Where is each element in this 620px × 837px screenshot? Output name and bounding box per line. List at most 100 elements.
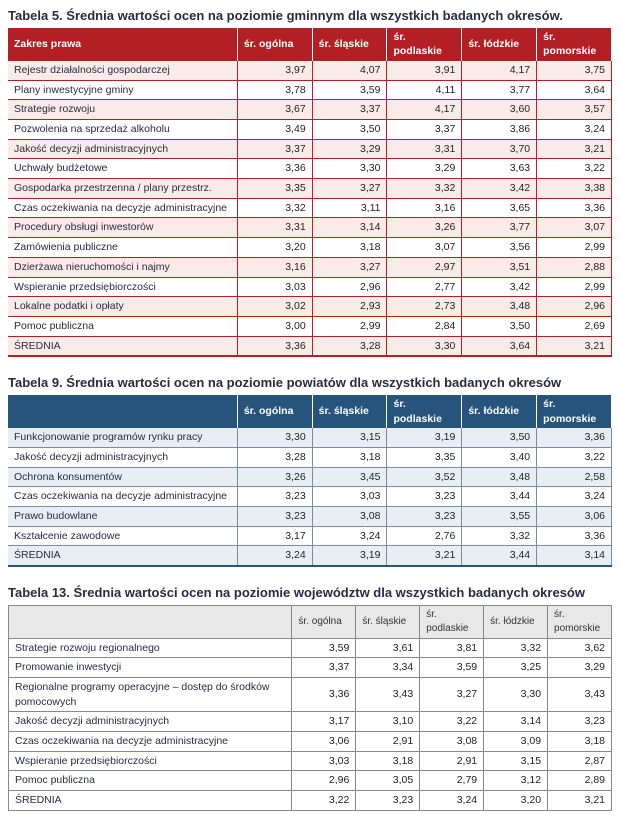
table13-cell: 3,59	[420, 658, 484, 678]
table9-row-label: ŚREDNIA	[8, 546, 237, 566]
table5-cell: 3,51	[462, 257, 537, 277]
table5-row-label: Zamówienia publiczne	[8, 238, 237, 258]
table9-cell: 3,26	[237, 467, 312, 487]
table9-cell: 3,36	[537, 526, 612, 546]
table9-cell: 3,28	[237, 447, 312, 467]
table5-cell: 3,20	[237, 238, 312, 258]
table9-cell: 2,58	[537, 467, 612, 487]
table9-row-label: Kształcenie zawodowe	[8, 526, 237, 546]
table5-cell: 3,16	[387, 198, 462, 218]
table5-row: Wspieranie przedsiębiorczości3,032,962,7…	[8, 277, 612, 297]
table5-cell: 3,42	[462, 179, 537, 199]
table5-row-label: Uchwały budżetowe	[8, 159, 237, 179]
table13-cell: 3,25	[484, 658, 548, 678]
table5-row-label: Rejestr działalności gospodarczej	[8, 61, 237, 80]
table5-row: Jakość decyzji administracyjnych3,373,29…	[8, 139, 612, 159]
table5-row: Rejestr działalności gospodarczej3,974,0…	[8, 61, 612, 80]
table9-block: Tabela 9. Średnia wartości ocen na pozio…	[8, 375, 612, 567]
table5-cell: 3,18	[312, 238, 387, 258]
table9-title: Tabela 9. Średnia wartości ocen na pozio…	[8, 375, 612, 391]
table5-cell: 3,21	[537, 336, 612, 356]
table9-cell: 3,03	[312, 487, 387, 507]
table5-cell: 2,69	[537, 316, 612, 336]
table9-row: Funkcjonowanie programów rynku pracy3,30…	[8, 428, 612, 447]
table13-cell: 3,32	[484, 638, 548, 658]
table5-row: Gospodarka przestrzenna / plany przestrz…	[8, 179, 612, 199]
table13-row-label: Regionalne programy operacyjne – dostęp …	[9, 678, 292, 712]
table13-cell: 2,79	[420, 771, 484, 791]
table5-cell: 3,78	[237, 80, 312, 100]
table5-cell: 3,32	[387, 179, 462, 199]
table9-cell: 3,23	[237, 507, 312, 527]
table5: Zakres prawaśr. ogólnaśr. śląskieśr. pod…	[8, 28, 612, 358]
table5-cell: 3,37	[237, 139, 312, 159]
table13-cell: 3,20	[484, 791, 548, 811]
table13-col-3: śr. podlaskie	[420, 605, 484, 638]
table5-cell: 3,16	[237, 257, 312, 277]
table5-cell: 2,99	[537, 277, 612, 297]
table13-cell: 3,43	[356, 678, 420, 712]
table5-row-label: ŚREDNIA	[8, 336, 237, 356]
table5-cell: 3,63	[462, 159, 537, 179]
table5-cell: 3,36	[237, 159, 312, 179]
table13-row: Strategie rozwoju regionalnego3,593,61 3,…	[9, 638, 612, 658]
table5-cell: 4,11	[387, 80, 462, 100]
table9-cell: 3,52	[387, 467, 462, 487]
table5-cell: 3,59	[312, 80, 387, 100]
table13-cell: 3,59	[292, 638, 356, 658]
table9-cell: 3,08	[312, 507, 387, 527]
table9-col-2: śr. śląskie	[312, 395, 387, 428]
table13-cell: 2,87	[548, 751, 612, 771]
table5-col-5: śr. pomorskie	[537, 28, 612, 61]
table9-cell: 3,23	[387, 487, 462, 507]
table5-col-4: śr. łódzkie	[462, 28, 537, 61]
table13-row: Promowanie inwestycji3,373,343,593,253,2…	[9, 658, 612, 678]
table9-cell: 3,24	[537, 487, 612, 507]
table5-row-label: Jakość decyzji administracyjnych	[8, 139, 237, 159]
table13-cell: 3,08	[420, 732, 484, 752]
table13-cell: 3,27	[420, 678, 484, 712]
table5-cell: 2,73	[387, 297, 462, 317]
table13-cell: 3,06	[292, 732, 356, 752]
table13-cell: 3,05	[356, 771, 420, 791]
table5-cell: 2,77	[387, 277, 462, 297]
table13-cell: 2,91	[420, 751, 484, 771]
table5-cell: 4,17	[387, 100, 462, 120]
table13-cell: 2,91	[356, 732, 420, 752]
table9-row: ŚREDNIA3,243,193,213,443,14	[8, 546, 612, 566]
table5-row: Strategie rozwoju3,673,374,173,603,57	[8, 100, 612, 120]
table5-cell: 3,35	[237, 179, 312, 199]
table9-cell: 3,35	[387, 447, 462, 467]
table5-row: Pomoc publiczna3,002,992,843,502,69	[8, 316, 612, 336]
table9-row: Ochrona konsumentów3,263,453,523,482,58	[8, 467, 612, 487]
table5-cell: 3,97	[237, 61, 312, 80]
table9-cell: 3,14	[537, 546, 612, 566]
table13-cell: 3,61	[356, 638, 420, 658]
table5-row: ŚREDNIA3,363,283,303,643,21	[8, 336, 612, 356]
table5-cell: 3,67	[237, 100, 312, 120]
table5-cell: 3,32	[237, 198, 312, 218]
table5-cell: 3,49	[237, 120, 312, 140]
table9-cell: 3,24	[312, 526, 387, 546]
table13-row-label: Czas oczekiwania na decyzje administracy…	[9, 732, 292, 752]
table13: śr. ogólnaśr. śląskieśr. podlaskieśr. łó…	[8, 605, 612, 811]
table5-cell: 3,02	[237, 297, 312, 317]
table5-cell: 3,30	[387, 336, 462, 356]
table13-cell: 3,10	[356, 712, 420, 732]
table13-row: Jakość decyzji administracyjnych3,173,10…	[9, 712, 612, 732]
table13-block: Tabela 13. Średnia wartości ocen na pozi…	[8, 585, 612, 811]
table5-row: Lokalne podatki i opłaty3,022,932,733,48…	[8, 297, 612, 317]
table9-row-label: Prawo budowlane	[8, 507, 237, 527]
table5-row-label: Pozwolenia na sprzedaż alkoholu	[8, 120, 237, 140]
table13-row: ŚREDNIA3,223,233,243,203,21	[9, 791, 612, 811]
table13-cell: 3,34	[356, 658, 420, 678]
table13-col-2: śr. śląskie	[356, 605, 420, 638]
table5-row: Uchwały budżetowe3,363,303,293,633,22	[8, 159, 612, 179]
table9-col-5: śr. pomorskie	[537, 395, 612, 428]
table13-cell: 3,30	[484, 678, 548, 712]
table13-row-label: Strategie rozwoju regionalnego	[9, 638, 292, 658]
table5-row-label: Strategie rozwoju	[8, 100, 237, 120]
table9-row: Czas oczekiwania na decyzje administracy…	[8, 487, 612, 507]
table5-cell: 3,36	[537, 198, 612, 218]
table13-row-label: ŚREDNIA	[9, 791, 292, 811]
